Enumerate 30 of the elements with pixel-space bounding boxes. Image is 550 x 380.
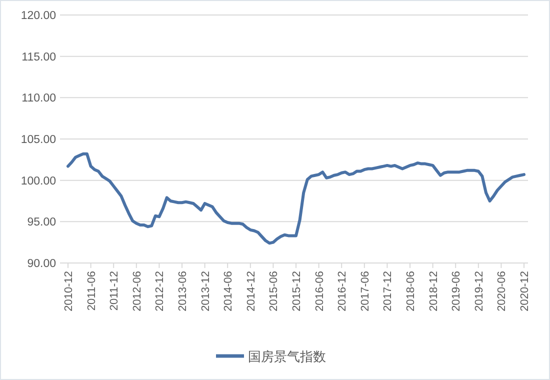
x-tick-label: 2011-12: [108, 271, 121, 311]
x-tick-label: 2020-06: [496, 271, 508, 312]
x-tick-label: 2017-06: [359, 271, 372, 312]
x-tick-label: 2015-06: [268, 271, 280, 312]
x-tick-label: 2012-12: [154, 271, 166, 312]
x-tick-label: 2014-06: [222, 271, 235, 312]
x-tick-label: 2017-12: [382, 271, 394, 312]
y-tick-label: 90.00: [27, 258, 56, 270]
line-series: [66, 152, 526, 245]
y-tick-label: 100.00: [20, 175, 56, 188]
x-tick-label: 2019-12: [473, 271, 486, 312]
x-tick-label: 2020-12: [519, 271, 531, 312]
x-tick-label: 2016-06: [314, 271, 326, 312]
x-tick-label: 2011-06: [86, 271, 98, 311]
x-tick-label: 2014-12: [245, 271, 258, 312]
y-tick-label: 95.00: [27, 216, 56, 229]
x-tick-label: 2018-12: [428, 271, 440, 312]
y-tick-label: 110.00: [22, 92, 56, 105]
x-tick-label: 2012-06: [131, 271, 144, 312]
x-tick-label: 2018-06: [405, 271, 417, 312]
y-tick-label: 105.00: [20, 134, 56, 146]
y-tick-label: 120.00: [20, 10, 56, 22]
x-tick-label: 2016-12: [336, 271, 349, 312]
x-tick-label: 2013-12: [200, 271, 212, 312]
x-tick-label: 2015-12: [291, 271, 303, 312]
x-tick-label: 2013-06: [177, 271, 189, 312]
y-tick-label: 115.00: [22, 51, 56, 64]
x-tick-label: 2019-06: [450, 271, 463, 312]
x-tick-label: 2010-12: [63, 271, 75, 312]
legend-label: 国房景气指数: [248, 349, 326, 364]
